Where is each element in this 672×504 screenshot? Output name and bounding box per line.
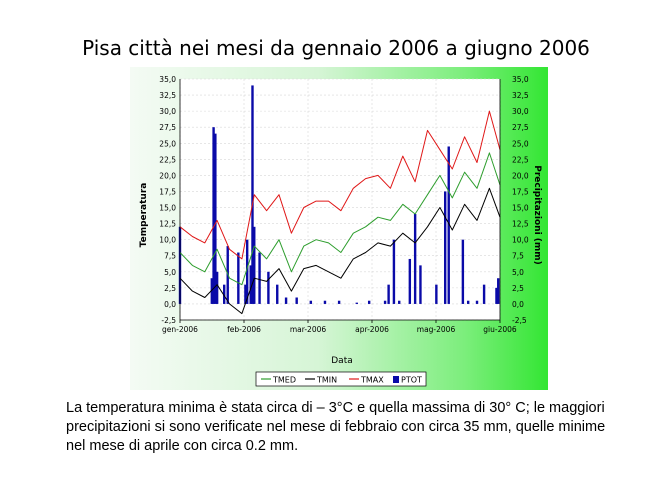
y2-tick-label: -2,5	[512, 316, 527, 325]
y2-tick-label: 20,0	[512, 171, 529, 180]
slide-title: Pisa città nei mesi da gennaio 2006 a gi…	[82, 36, 590, 60]
x-tick-label: mag-2006	[417, 325, 456, 334]
tick-labels-layer: 35,0 32,5 30,0 27,5 25,0 22,5 20,0 17,5 15,0 12,5…	[159, 75, 529, 334]
precipitation-bar	[237, 252, 240, 304]
series-line-tmax	[179, 110, 501, 260]
precipitation-bar	[443, 191, 447, 304]
precipitation-bar	[435, 284, 438, 304]
legend: TMED TMIN TMAX PTOT	[255, 371, 427, 387]
precipitation-bar	[337, 300, 341, 304]
series-line-tmed	[179, 152, 501, 286]
y2-tick-label: 15,0	[512, 204, 529, 213]
precipitation-bar	[461, 239, 465, 304]
x-tick-label: feb-2006	[227, 325, 261, 334]
y-tick-label: 7,5	[164, 252, 176, 261]
y2-tick-label: 2,5	[512, 284, 524, 293]
y2-tick-label: 32,5	[512, 91, 529, 100]
y-tick-label: 0,0	[164, 300, 176, 309]
y-tick-label: 2,5	[164, 284, 176, 293]
precipitation-bar	[309, 300, 313, 304]
precipitation-bar	[276, 284, 279, 304]
precipitation-bar	[419, 265, 422, 304]
x-tick-label: apr-2006	[355, 325, 389, 334]
y-tick-label: 12,5	[159, 220, 176, 229]
precipitation-bar	[413, 213, 417, 304]
y2-tick-label: 30,0	[512, 107, 529, 116]
y-tick-label: 17,5	[159, 187, 176, 196]
temperature-lines-layer	[179, 110, 501, 315]
precipitation-bar	[251, 85, 254, 304]
y-tick-label: 32,5	[159, 91, 176, 100]
precipitation-bar	[495, 287, 498, 304]
x-tick-label: mar-2006	[290, 325, 327, 334]
chart-panel: 35,0 32,5 30,0 27,5 25,0 22,5 20,0 17,5 15,0 12,5…	[130, 67, 548, 390]
y-tick-label: 20,0	[159, 171, 176, 180]
precipitation-bar	[212, 127, 215, 304]
y2-tick-label: 17,5	[512, 187, 529, 196]
precipitation-bar	[475, 300, 479, 304]
y2-tick-label: 12,5	[512, 220, 529, 229]
y2-tick-label: 27,5	[512, 123, 529, 132]
legend-label: TMAX	[360, 376, 384, 385]
precipitation-bar	[367, 300, 371, 304]
legend-label: TMED	[272, 376, 296, 385]
x-tick-label: giu-2006	[483, 325, 517, 334]
precipitation-bar	[249, 265, 252, 304]
precipitation-bar	[210, 278, 214, 304]
y-tick-label: 22,5	[159, 155, 176, 164]
y-tick-label: 15,0	[159, 204, 176, 213]
axes-layer	[179, 79, 501, 323]
y2-tick-label: 7,5	[512, 252, 524, 261]
y2-tick-label: 5,0	[512, 268, 524, 277]
y-tick-label: 27,5	[159, 123, 176, 132]
precipitation-bar	[466, 300, 470, 304]
legend-label: TMIN	[316, 376, 337, 385]
precipitation-bar	[215, 271, 219, 304]
precipitation-bar	[392, 239, 396, 304]
y-tick-label: 35,0	[159, 75, 176, 84]
precipitation-bar	[253, 226, 256, 304]
precipitation-bar	[355, 302, 358, 304]
precipitation-bar	[258, 252, 261, 304]
precipitation-bar	[267, 271, 270, 304]
precipitation-bar	[245, 239, 249, 304]
temperature-precipitation-chart: 35,0 32,5 30,0 27,5 25,0 22,5 20,0 17,5 15,0 12,5…	[139, 75, 542, 387]
precipitation-bar	[398, 300, 401, 304]
precipitation-bar	[383, 300, 387, 304]
x-axis-label: Data	[331, 356, 353, 366]
series-line-tmin	[179, 187, 501, 315]
y2-tick-label: 22,5	[512, 155, 529, 164]
y-axis-label: Temperatura	[139, 183, 149, 248]
y-tick-label: 25,0	[159, 139, 176, 148]
y2-tick-label: 35,0	[512, 75, 529, 84]
y2-tick-label: 25,0	[512, 139, 529, 148]
y2-tick-label: 0,0	[512, 300, 524, 309]
legend-swatch	[393, 376, 399, 383]
slide-caption: La temperatura minima è stata circa di –…	[66, 400, 606, 454]
precipitation-bar	[387, 284, 390, 304]
y-tick-label: 30,0	[159, 107, 176, 116]
y2-axis-label: Precipitazioni (mm)	[532, 165, 542, 265]
precipitation-bar	[447, 146, 450, 304]
y-tick-label: 5,0	[164, 268, 176, 277]
precipitation-bar	[497, 278, 500, 304]
precipitation-bar	[295, 297, 298, 304]
y2-tick-label: 10,0	[512, 236, 529, 245]
precipitation-bar	[244, 284, 247, 304]
precipitation-bar	[214, 133, 217, 304]
legend-box	[255, 371, 427, 387]
precipitation-bar	[222, 284, 226, 304]
x-tick-label: gen-2006	[162, 325, 198, 334]
y-tick-label: -2,5	[161, 316, 176, 325]
precipitation-bar	[323, 300, 327, 304]
legend-label: PTOT	[401, 376, 422, 385]
precipitation-bar	[408, 258, 412, 304]
precipitation-bar	[482, 284, 486, 304]
y-tick-label: 10,0	[159, 236, 176, 245]
precipitation-bar	[284, 297, 288, 304]
